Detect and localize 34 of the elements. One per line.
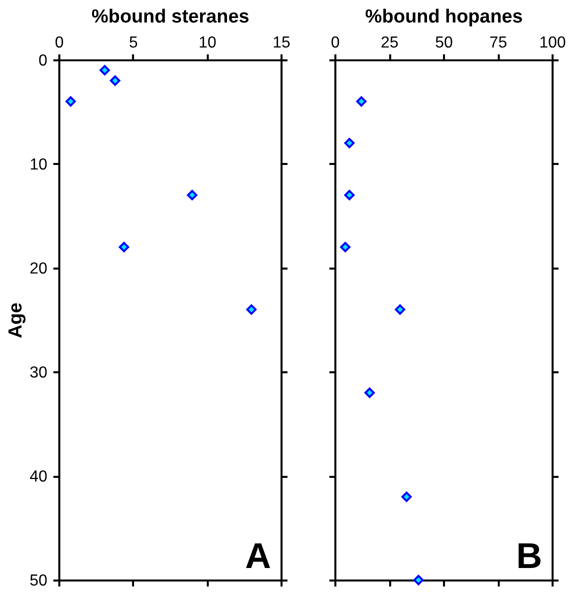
- x-tick-label: 0: [54, 34, 64, 52]
- annotation: A: [245, 536, 272, 576]
- point: [110, 75, 120, 86]
- x-tick-label: 100: [539, 34, 566, 52]
- y-tick-label: 20: [30, 260, 48, 278]
- x-tick-label: 0: [330, 34, 340, 52]
- chart-title: %bound steranes: [92, 6, 250, 28]
- y-axis-title: Age: [6, 302, 27, 338]
- point: [413, 574, 424, 586]
- point: [364, 388, 375, 398]
- point: [344, 190, 355, 200]
- point: [118, 242, 130, 252]
- point: [340, 242, 350, 252]
- point: [65, 96, 76, 107]
- x-tick-label: 50: [435, 34, 453, 52]
- y-tick-label: 10: [30, 156, 48, 174]
- x-tick-label: 15: [272, 34, 291, 52]
- point: [356, 96, 367, 107]
- y-tick-label: 50: [30, 572, 48, 590]
- point: [401, 492, 412, 502]
- x-tick-label: 10: [198, 34, 216, 52]
- x-tick-label: 75: [489, 34, 508, 52]
- y-tick-label: 30: [30, 364, 48, 382]
- point: [186, 190, 198, 200]
- point: [246, 304, 257, 315]
- x-tick-label: 5: [128, 34, 138, 52]
- point: [344, 138, 355, 148]
- chart-title: %bound hopanes: [365, 6, 523, 28]
- annotation: B: [516, 536, 542, 576]
- y-tick-label: 40: [30, 468, 48, 486]
- y-tick-label: 0: [38, 52, 48, 70]
- x-tick-label: 25: [380, 34, 399, 52]
- point: [100, 65, 110, 76]
- point: [394, 304, 406, 315]
